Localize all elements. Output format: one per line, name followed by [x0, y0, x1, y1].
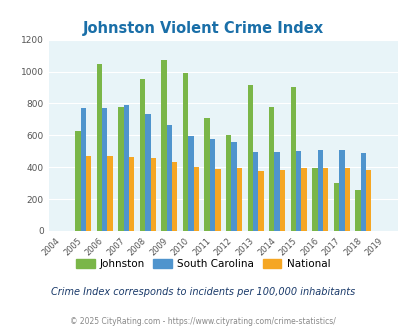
- Bar: [236, 168, 241, 231]
- Bar: [204, 118, 209, 231]
- Bar: [107, 156, 113, 231]
- Bar: [311, 168, 317, 231]
- Bar: [226, 135, 231, 231]
- Bar: [193, 167, 198, 231]
- Bar: [188, 136, 193, 231]
- Bar: [123, 105, 129, 231]
- Bar: [274, 152, 279, 231]
- Bar: [86, 156, 91, 231]
- Bar: [145, 114, 150, 231]
- Bar: [338, 150, 344, 231]
- Text: Johnston Violent Crime Index: Johnston Violent Crime Index: [82, 21, 323, 36]
- Bar: [290, 87, 295, 231]
- Bar: [231, 143, 236, 231]
- Bar: [365, 170, 371, 231]
- Bar: [333, 183, 338, 231]
- Bar: [215, 169, 220, 231]
- Bar: [102, 108, 107, 231]
- Bar: [295, 151, 301, 231]
- Bar: [96, 63, 102, 231]
- Bar: [166, 125, 172, 231]
- Bar: [258, 171, 263, 231]
- Bar: [322, 168, 328, 231]
- Bar: [209, 139, 215, 231]
- Bar: [247, 85, 252, 231]
- Bar: [317, 150, 322, 231]
- Legend: Johnston, South Carolina, National: Johnston, South Carolina, National: [72, 254, 333, 273]
- Bar: [344, 168, 349, 231]
- Bar: [75, 130, 80, 231]
- Bar: [172, 162, 177, 231]
- Text: Crime Index corresponds to incidents per 100,000 inhabitants: Crime Index corresponds to incidents per…: [51, 287, 354, 297]
- Bar: [269, 107, 274, 231]
- Bar: [139, 80, 145, 231]
- Bar: [129, 157, 134, 231]
- Bar: [150, 158, 156, 231]
- Bar: [118, 107, 123, 231]
- Bar: [301, 168, 306, 231]
- Bar: [182, 73, 188, 231]
- Bar: [354, 189, 360, 231]
- Bar: [360, 153, 365, 231]
- Bar: [252, 152, 258, 231]
- Bar: [161, 60, 166, 231]
- Bar: [279, 170, 285, 231]
- Text: © 2025 CityRating.com - https://www.cityrating.com/crime-statistics/: © 2025 CityRating.com - https://www.city…: [70, 317, 335, 326]
- Bar: [80, 108, 86, 231]
